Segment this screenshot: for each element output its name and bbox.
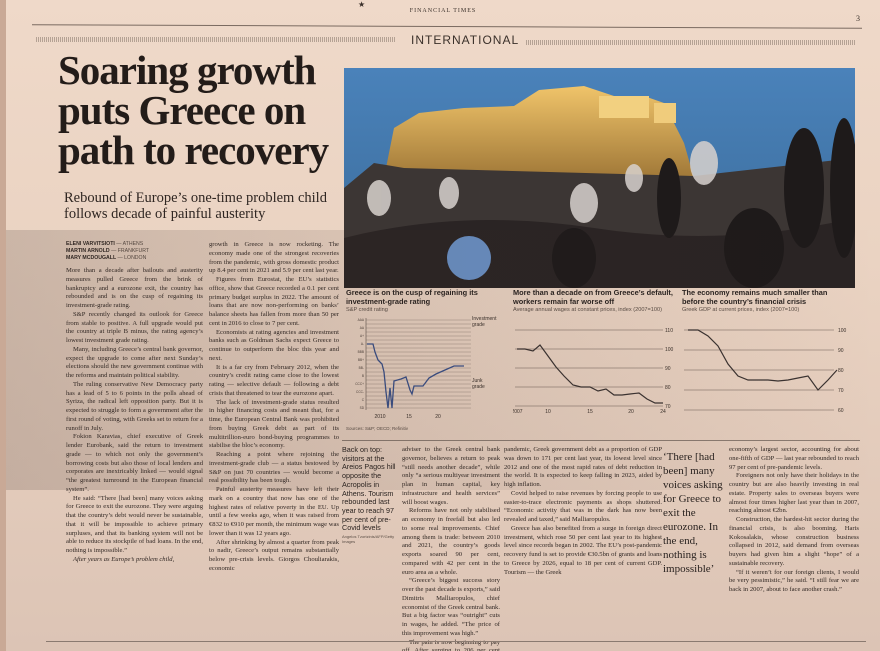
svg-text:CCC-: CCC- [356,390,364,394]
svg-text:70: 70 [665,404,671,410]
svg-text:BBB: BBB [358,350,364,354]
wages-line-chart: 110 100 90 80 70 2007 10 15 20 24 [513,328,674,414]
svg-text:BB+: BB+ [358,358,364,362]
svg-text:24: 24 [660,409,666,414]
svg-text:100: 100 [665,347,674,353]
photo-illustration [344,68,855,288]
svg-text:B: B [362,374,364,378]
svg-text:SD: SD [360,406,365,410]
star-icon: ★ [358,0,366,9]
svg-text:90: 90 [838,348,844,354]
chart-gdp: The economy remains much smaller than be… [682,288,852,414]
svg-text:Investment: Investment [472,316,497,322]
chart-wages: More than a decade on from Greece’s defa… [513,288,678,414]
gdp-line-chart: 100 90 80 70 60 2007 10 15 20 22 [684,328,847,414]
byline: MARY MCDOUGALL — LONDON [66,255,147,261]
svg-text:A-: A- [361,342,364,346]
svg-text:60: 60 [838,408,844,414]
chart-subtitle: S&P credit rating [346,307,388,313]
svg-text:80: 80 [665,385,671,391]
svg-text:15: 15 [406,414,412,420]
photo-caption: Back on top: visitors at the Areios Pago… [342,445,402,545]
svg-text:AA: AA [360,326,365,330]
byline: ELENI VARVITSIOTI — ATHENS [66,241,144,247]
page-bottom-rule [46,641,866,642]
svg-text:10: 10 [545,409,551,414]
chart-credit-rating: Greece is on the cusp of regaining its i… [346,288,511,424]
svg-text:grade: grade [472,384,485,390]
svg-text:Junk: Junk [472,378,483,384]
svg-text:20: 20 [628,409,634,414]
chart-subtitle: Greek GDP at current prices, index (2007… [682,307,800,313]
svg-text:2010: 2010 [374,414,385,420]
article-column-4: pandemic, Greek government debt as a pro… [504,446,662,576]
section-label: INTERNATIONAL [411,33,520,47]
svg-text:90: 90 [665,366,671,372]
section-hatch-right [526,40,856,45]
svg-text:15: 15 [587,409,593,414]
byline: MARTIN ARNOLD — FRANKFURT [66,248,150,254]
chart-source: Sources: S&P; OECD; Refinitiv [346,426,409,431]
article-column-2: growth in Greece is now rocketing. The e… [209,241,339,572]
article-column-5: economy’s largest sector, accounting for… [729,446,859,593]
svg-text:grade: grade [472,322,485,328]
svg-text:110: 110 [665,328,673,334]
masthead-title: FINANCIAL TIMES [409,8,477,14]
bylines: ELENI VARVITSIOTI — ATHENS MARTIN ARNOLD… [66,241,206,262]
acropolis-photo [344,68,855,288]
svg-text:C: C [362,398,365,402]
newspaper-page: ★ FINANCIAL TIMES 3 INTERNATIONAL Soarin… [6,0,880,651]
chart-subtitle: Average annual wages at constant prices,… [513,307,663,313]
section-hatch-left [36,37,396,42]
svg-text:AAA: AAA [358,318,365,322]
svg-text:A+: A+ [360,334,364,338]
svg-text:BB-: BB- [359,366,364,370]
chart-bottom-rule [342,440,860,441]
svg-text:CCC+: CCC+ [355,382,364,386]
svg-text:2007: 2007 [513,409,523,414]
svg-text:80: 80 [838,368,844,374]
chart-title: The economy remains much smaller than be… [682,288,828,306]
masthead-rule [32,24,862,29]
article-column-3: adviser to the Greek central bank govern… [402,446,500,651]
svg-text:70: 70 [838,388,844,394]
photo-credit: Angelos Tzortzinis/AFP/Getty Images [342,534,395,545]
svg-text:20: 20 [435,414,441,420]
article-column-1: More than a decade after bailouts and au… [66,267,203,563]
pull-quote: ‘There [had been] many voices asking for… [663,451,723,575]
svg-text:100: 100 [838,328,847,334]
headline: Soaring growth puts Greece on path to re… [58,47,329,173]
chart-title: More than a decade on from Greece’s defa… [513,288,673,306]
page-number: 3 [856,14,860,23]
chart-title: Greece is on the cusp of regaining its i… [346,288,478,306]
standfirst: Rebound of Europe’s one-time problem chi… [64,190,327,222]
